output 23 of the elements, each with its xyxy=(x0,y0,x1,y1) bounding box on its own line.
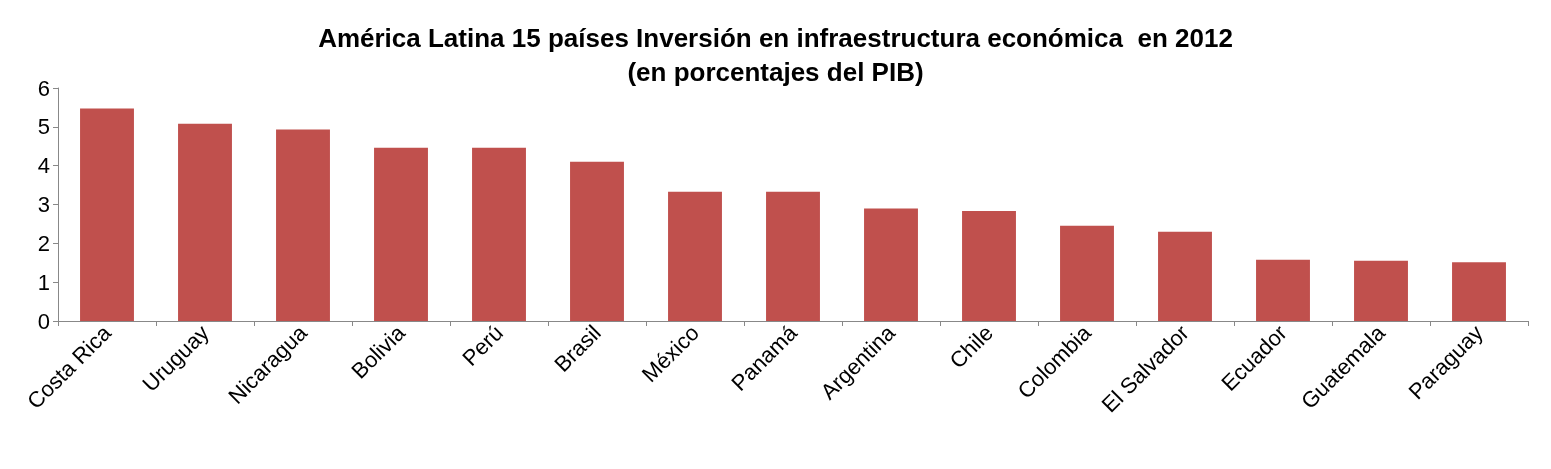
y-tick-label: 0 xyxy=(37,308,50,334)
y-tick-label: 1 xyxy=(37,269,50,295)
bar xyxy=(472,147,526,321)
bar xyxy=(80,108,134,321)
bar xyxy=(1354,260,1408,321)
bar xyxy=(1452,262,1506,321)
bar xyxy=(1060,225,1114,321)
bar xyxy=(276,129,330,321)
bar xyxy=(962,211,1016,321)
chart-title: América Latina 15 países Inversión en infraestructura económica en 2012 (en porcentajes del PIB) xyxy=(318,23,1233,87)
bar xyxy=(1256,259,1310,321)
y-tick-label: 4 xyxy=(37,153,50,179)
bar xyxy=(374,147,428,321)
y-tick-label: 5 xyxy=(37,114,50,140)
y-tick-label: 6 xyxy=(37,75,50,101)
bar xyxy=(570,161,624,321)
y-tick-label: 2 xyxy=(37,230,50,256)
bar xyxy=(766,191,820,321)
bar xyxy=(864,208,918,321)
y-tick-label: 3 xyxy=(37,192,50,217)
bar xyxy=(1158,231,1212,321)
bar xyxy=(668,191,722,321)
bar xyxy=(178,123,232,321)
